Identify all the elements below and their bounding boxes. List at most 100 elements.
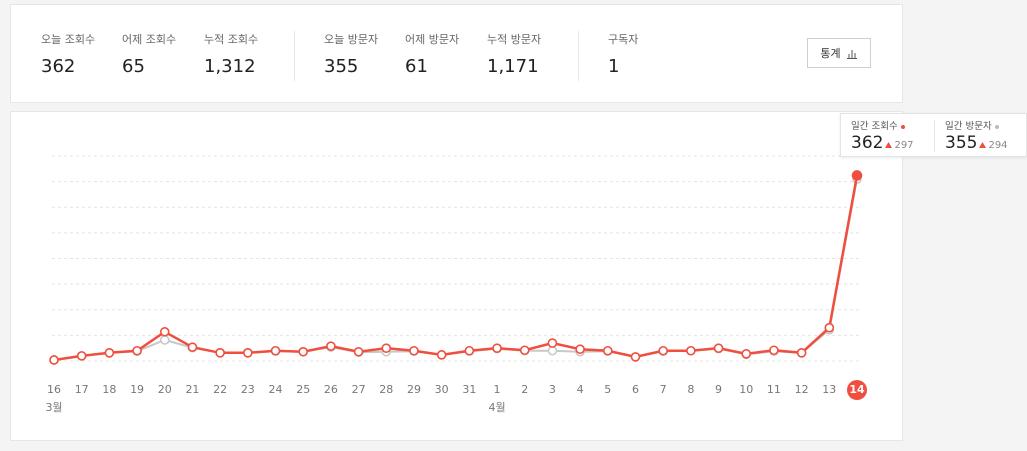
point — [519, 345, 530, 356]
stat-label: 구독자 — [608, 33, 639, 46]
stat-label: 오늘 조회수 — [41, 33, 96, 46]
x-tick-label: 3 — [549, 383, 556, 396]
x-tick-label: 31 — [462, 383, 476, 396]
x-tick-label: 7 — [660, 383, 667, 396]
month-label: 4월 — [488, 401, 505, 414]
stats-button[interactable]: 통계 — [807, 38, 871, 68]
tooltip: 일간 조회수 362 297 일간 방문자 355 294 — [840, 113, 1027, 157]
highlight-badge — [847, 380, 867, 400]
x-tick-label: 4 — [577, 383, 584, 396]
stat-value: 362 — [41, 56, 76, 77]
x-tick-label: 25 — [296, 383, 310, 396]
stat: 오늘 방문자 355 — [324, 31, 378, 77]
point — [49, 355, 59, 365]
stat: 어제 방문자 61 — [405, 31, 459, 77]
x-tick-label: 10 — [739, 383, 753, 396]
point — [215, 347, 225, 358]
up-arrow — [885, 142, 893, 148]
change-value: 294 — [988, 140, 1008, 151]
month-label: 3월 — [45, 401, 62, 414]
x-tick-label: 26 — [324, 383, 338, 396]
point — [298, 346, 309, 357]
x-tick-label: 21 — [185, 383, 199, 396]
tooltip-series-name: 일간 방문자 — [945, 118, 1008, 132]
point — [159, 335, 170, 345]
point — [492, 343, 502, 353]
x-tick-label: 14 — [849, 383, 865, 396]
summary-card: 통계 오늘 조회수 362 어제 조회수 65 누적 조회수 1,312 오늘 방문자 355… — [10, 4, 903, 103]
tooltip-change: 294 — [979, 140, 1008, 151]
stat: 어제 조회수 65 — [122, 31, 176, 77]
x-tick-label: 28 — [379, 383, 393, 396]
x-tick-label: 30 — [435, 383, 449, 396]
stat-label: 어제 방문자 — [405, 33, 460, 46]
x-tick-label: 18 — [102, 383, 116, 396]
change-value: 297 — [894, 140, 914, 151]
tooltip-value-row: 355 294 — [945, 133, 1008, 153]
point — [409, 345, 419, 356]
point — [658, 345, 668, 356]
point — [132, 345, 142, 356]
point — [851, 170, 863, 181]
x-tick-label: 9 — [715, 383, 722, 396]
stat-label: 누적 조회수 — [204, 33, 259, 46]
x-tick-label: 1 — [494, 383, 501, 396]
point — [187, 342, 198, 352]
x-tick-label: 11 — [767, 383, 781, 396]
stat-value: 355 — [324, 56, 359, 77]
stat-value: 1,312 — [204, 56, 256, 77]
point — [769, 345, 779, 356]
divider — [578, 31, 579, 81]
x-tick-label: 12 — [795, 383, 809, 396]
stat: 누적 방문자 1,171 — [487, 31, 541, 77]
stat-label: 누적 방문자 — [487, 33, 542, 46]
stat-value: 61 — [405, 56, 428, 77]
point — [270, 345, 281, 356]
x-tick-label: 22 — [213, 383, 227, 396]
series-name: 일간 조회수 — [851, 121, 898, 132]
up-arrow — [979, 142, 987, 148]
point — [381, 343, 392, 353]
point — [436, 350, 447, 360]
x-tick-label: 5 — [604, 383, 611, 396]
stat: 구독자 1 — [608, 31, 638, 77]
point — [796, 347, 807, 358]
stat-label: 어제 조회수 — [122, 33, 177, 46]
x-tick-label: 17 — [75, 383, 89, 396]
point — [353, 346, 364, 357]
point — [464, 345, 475, 356]
point — [824, 322, 835, 333]
point — [547, 345, 558, 356]
chart-card — [10, 111, 903, 441]
x-tick-label: 6 — [632, 383, 639, 396]
series-name: 일간 방문자 — [945, 121, 992, 132]
tooltip-value-row: 362 297 — [851, 133, 914, 153]
stat: 누적 조회수 1,312 — [204, 31, 258, 77]
point — [575, 344, 585, 355]
x-tick-label: 29 — [407, 383, 421, 396]
tooltip-change: 297 — [885, 140, 914, 151]
stat-label: 오늘 방문자 — [324, 33, 379, 46]
x-tick-label: 19 — [130, 383, 144, 396]
stats-button-label: 통계 — [820, 47, 841, 60]
x-tick-label: 2 — [521, 383, 528, 396]
stat-value: 1 — [608, 56, 620, 77]
point — [243, 347, 253, 358]
point — [741, 349, 752, 359]
x-tick-label: 23 — [241, 383, 255, 396]
legend-dot — [900, 124, 905, 129]
point — [326, 341, 336, 351]
tooltip-column: 일간 조회수 362 297 — [851, 118, 914, 153]
tooltip-column: 일간 방문자 355 294 — [945, 118, 1008, 153]
point — [686, 345, 696, 356]
point — [630, 352, 641, 362]
tooltip-series-name: 일간 조회수 — [851, 118, 914, 132]
stat: 오늘 조회수 362 — [41, 31, 95, 77]
x-tick-label: 16 — [47, 383, 61, 396]
point — [159, 326, 170, 337]
stat-value: 1,171 — [487, 56, 539, 77]
legend-dot — [994, 124, 999, 129]
tooltip-value: 362 — [851, 133, 884, 153]
series-line — [53, 175, 859, 362]
